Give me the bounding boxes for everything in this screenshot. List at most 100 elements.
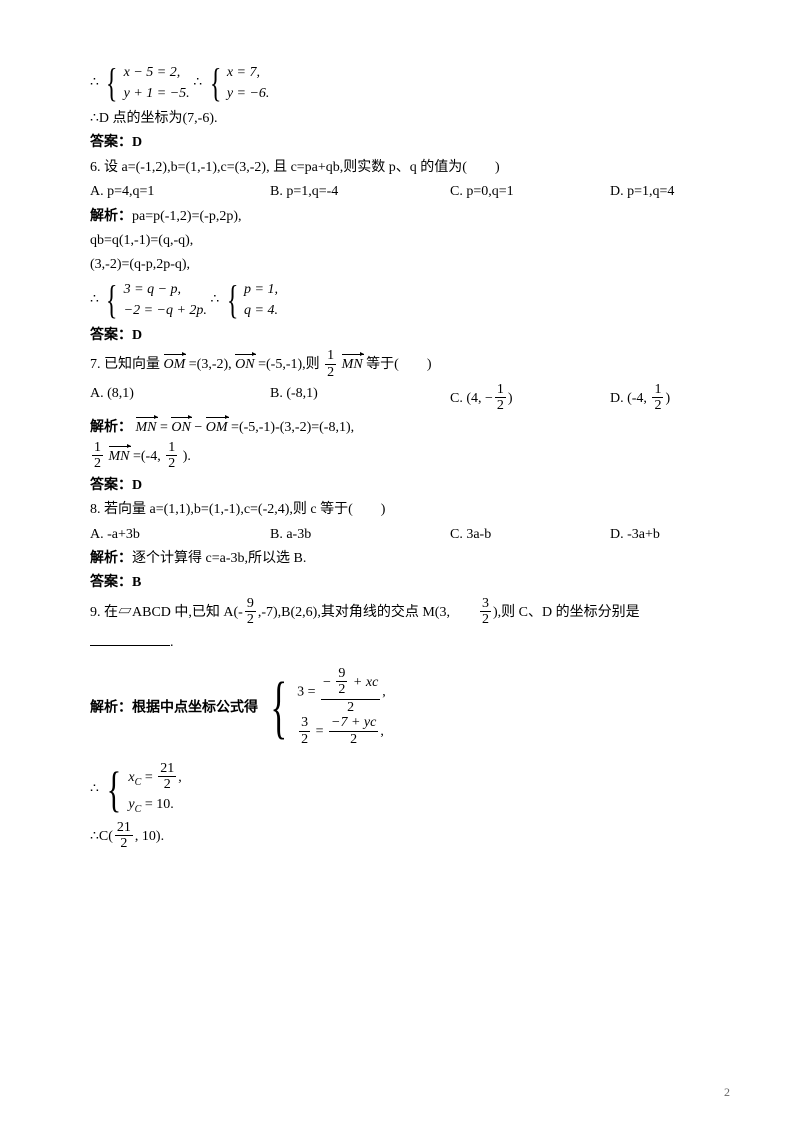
- vec-om: OM: [206, 417, 228, 439]
- q8-opt-a: A. -a+3b: [90, 524, 270, 546]
- q6-options: A. p=4,q=1 B. p=1,q=-4 C. p=0,q=1 D. p=1…: [90, 181, 730, 203]
- answer-7: 答案：D: [90, 475, 730, 497]
- answer-5: 答案：D: [90, 132, 730, 154]
- d-coord-note: ∴D 点的坐标为(7,-6).: [90, 108, 730, 130]
- page-number: 2: [724, 1083, 730, 1102]
- answer-6: 答案：D: [90, 325, 730, 347]
- q6-sol1-text: pa=p(-1,2)=(-p,2p),: [132, 209, 241, 224]
- q6-opt-a: A. p=4,q=1: [90, 181, 270, 203]
- frac-num: 9: [245, 596, 256, 612]
- frac-den: 2: [92, 456, 103, 471]
- d2: 2: [158, 777, 176, 792]
- sys-row-2: 32 = −7 + yc2,: [297, 716, 386, 748]
- q6-sol-1: 解析：pa=p(-1,2)=(-p,2p),: [90, 206, 730, 228]
- q9-mid: ,-7),B(2,6),其对角线的交点 M(3,: [258, 605, 478, 620]
- res-row-2: yC = 10.: [128, 794, 181, 817]
- frac-den: 2: [652, 398, 663, 413]
- optd-post: ): [665, 391, 670, 406]
- sol-label: 解析：: [90, 420, 132, 435]
- r-num: −7 + yc: [329, 715, 378, 731]
- q9-stem: 9. 在▱ABCD 中,已知 A(-92,-7),B(2,6),其对角线的交点 …: [90, 597, 730, 629]
- frac-den: 2: [325, 365, 336, 380]
- q9-result-system: ∴ { xC = 212, yC = 10.: [90, 762, 730, 817]
- vec-mn: MN: [342, 354, 363, 376]
- q9-post: ),则 C、D 的坐标分别是: [493, 605, 640, 620]
- eq-text: q = 4.: [244, 303, 278, 318]
- r1-pre: 3 =: [297, 684, 319, 699]
- eq-text: x = 7,: [227, 65, 260, 80]
- q8-opt-d: D. -3a+b: [610, 524, 730, 546]
- frac-den: 2: [480, 612, 491, 627]
- frac-den: 2: [166, 456, 177, 471]
- vec-on: ON: [171, 417, 190, 439]
- frac-den: 2: [245, 612, 256, 627]
- optd-pre: D. (-4,: [610, 391, 650, 406]
- r2-mid: =: [316, 724, 327, 739]
- q6-stem: 6. 设 a=(-1,2),b=(1,-1),c=(3,-2), 且 c=pa+…: [90, 157, 730, 179]
- neg: −: [323, 675, 334, 690]
- frac-num: 1: [166, 440, 177, 456]
- q6-opt-b: B. p=1,q=-4: [270, 181, 450, 203]
- optc-post: ): [508, 391, 513, 406]
- frac-num: 3: [480, 596, 491, 612]
- q7-sol-1: 解析： MN = ON − OM =(-5,-1)-(3,-2)=(-8,1),: [90, 417, 730, 439]
- d: 2: [336, 682, 347, 697]
- q7-opt-b: B. (-8,1): [270, 383, 450, 415]
- plus: + xc: [349, 675, 378, 690]
- q7-options: A. (8,1) B. (-8,1) C. (4, −12) D. (-4, 1…: [90, 383, 730, 415]
- eq-text: y + 1 = −5.: [124, 86, 190, 101]
- q6-sol-3: (3,-2)=(q-p,2p-q),: [90, 254, 730, 276]
- eq-text: 3 = q − p,: [124, 282, 181, 297]
- eq10: = 10.: [145, 797, 174, 812]
- eq-text: y = −6.: [227, 86, 270, 101]
- sub-c: C: [135, 804, 142, 815]
- eq-text: −2 = −q + 2p.: [124, 303, 207, 318]
- d2: 2: [115, 836, 133, 851]
- vec-om: OM: [164, 354, 186, 376]
- q9-sol: 解析：根据中点坐标公式得 { 3 = − 92 + xc 2 , 32 = −7…: [90, 668, 730, 748]
- q6-opt-c: C. p=0,q=1: [450, 181, 610, 203]
- answer-8: 答案：B: [90, 572, 730, 594]
- q7-pre: 7. 已知向量: [90, 357, 164, 372]
- q8-sol-text: 逐个计算得 c=a-3b,所以选 B.: [132, 551, 306, 566]
- final-pre: ∴C(: [90, 829, 113, 844]
- den2: 2: [321, 700, 380, 715]
- final-post: , 10).: [135, 829, 164, 844]
- q7-opt-c: C. (4, −12): [450, 383, 610, 415]
- q7-sol-2: 12 MN =(-4, 12 ).: [90, 441, 730, 473]
- n: 9: [336, 666, 347, 682]
- n21: 21: [115, 820, 133, 836]
- q6-opt-d: D. p=1,q=4: [610, 181, 730, 203]
- eq-system-1: ∴ { x − 5 = 2, y + 1 = −5. ∴ { x = 7, y …: [90, 62, 730, 104]
- sol-label: 解析：根据中点坐标公式得: [90, 700, 258, 715]
- vec-mn: MN: [136, 417, 157, 439]
- q9-blank: .: [90, 631, 730, 654]
- q6-eq-system: ∴ { 3 = q − p, −2 = −q + 2p. ∴ { p = 1, …: [90, 279, 730, 321]
- optc-pre: C. (4, −: [450, 391, 493, 406]
- q9-final: ∴C(212, 10).: [90, 821, 730, 853]
- q9-pre: 9. 在▱ABCD 中,已知 A(-: [90, 605, 243, 620]
- eq: =: [145, 770, 156, 785]
- frac-num: 1: [652, 382, 663, 398]
- q7-om-eq: =(3,-2),: [189, 357, 235, 372]
- q8-options: A. -a+3b B. a-3b C. 3a-b D. -3a+b: [90, 524, 730, 546]
- res-row-1: xC = 212,: [128, 762, 181, 794]
- frac-num: 1: [325, 348, 336, 364]
- q8-stem: 8. 若向量 a=(1,1),b=(1,-1),c=(-2,4),则 c 等于(…: [90, 499, 730, 521]
- frac-num: 1: [92, 440, 103, 456]
- frac-num: 1: [495, 382, 506, 398]
- q6-sol-2: qb=q(1,-1)=(q,-q),: [90, 230, 730, 252]
- q8-sol: 解析：逐个计算得 c=a-3b,所以选 B.: [90, 548, 730, 570]
- l-den: 2: [299, 732, 310, 747]
- sol2-mid: =(-4,: [133, 449, 164, 464]
- l-num: 3: [299, 715, 310, 731]
- q7-sol-eq: =(-5,-1)-(3,-2)=(-8,1),: [231, 420, 354, 435]
- sub-c: C: [135, 777, 142, 788]
- q7-post: 等于( ): [366, 357, 431, 372]
- q7-opt-d: D. (-4, 12): [610, 383, 730, 415]
- document-page: ∴ { x − 5 = 2, y + 1 = −5. ∴ { x = 7, y …: [0, 0, 800, 1132]
- blank-line: [90, 631, 170, 646]
- q7-on-eq: =(-5,-1),则: [258, 357, 323, 372]
- r-den: 2: [329, 732, 378, 747]
- eq-text: x − 5 = 2,: [124, 65, 181, 80]
